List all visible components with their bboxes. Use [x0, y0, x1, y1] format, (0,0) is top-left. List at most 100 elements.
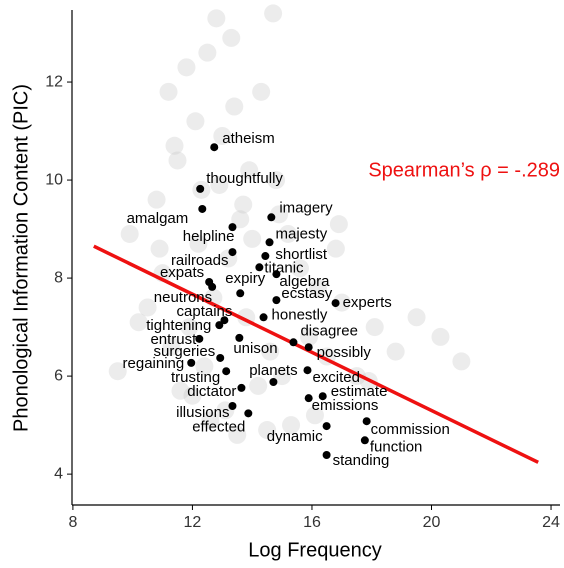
background-point — [308, 278, 327, 297]
point-label: expats — [160, 264, 204, 281]
background-point — [252, 82, 271, 101]
y-tick-label: 8 — [54, 269, 63, 286]
background-point — [186, 112, 205, 131]
point — [304, 394, 313, 403]
fit-line — [93, 244, 539, 464]
background-point — [386, 342, 405, 361]
point-label: majesty — [276, 225, 328, 242]
point-label: function — [370, 438, 423, 455]
background-point — [195, 357, 214, 376]
point-label: atheism — [222, 130, 275, 147]
point-label: excited — [312, 369, 360, 386]
background-point — [171, 381, 190, 400]
point — [244, 409, 253, 418]
background-point — [120, 224, 139, 243]
point — [208, 282, 217, 291]
background-point — [431, 327, 450, 346]
y-tick-label: 4 — [54, 465, 63, 482]
point — [265, 238, 274, 247]
y-tick-label: 12 — [45, 73, 63, 90]
background-point — [264, 4, 283, 23]
background-point — [189, 234, 208, 253]
background-point — [234, 195, 253, 214]
point-label: dictator — [187, 383, 236, 400]
point — [228, 223, 237, 232]
y-tick-label: 6 — [54, 367, 63, 384]
point — [237, 383, 246, 392]
point-label: railroads — [171, 252, 229, 269]
background-point — [299, 327, 318, 346]
point — [210, 143, 219, 152]
background-point — [207, 9, 226, 28]
background-point — [213, 126, 232, 145]
background-point — [183, 386, 202, 405]
point — [228, 248, 237, 257]
background-point — [225, 97, 244, 116]
point — [216, 353, 225, 362]
point-label: honestly — [272, 306, 328, 323]
background-point — [243, 229, 262, 248]
background-point — [159, 82, 178, 101]
background-point — [279, 224, 298, 243]
background-point — [210, 175, 229, 194]
background-point — [267, 171, 286, 190]
point-label: possibly — [317, 344, 372, 361]
point-label: amalgam — [127, 210, 189, 227]
background-point — [326, 239, 345, 258]
point — [222, 367, 231, 376]
point — [272, 270, 281, 279]
background-point — [231, 210, 250, 229]
point — [235, 333, 244, 342]
x-tick-label: 24 — [542, 514, 560, 531]
annotation: Spearman’s ρ = -.289 — [368, 159, 560, 181]
point-label: emissions — [312, 397, 379, 414]
point — [259, 313, 268, 322]
point-label: estimate — [331, 383, 388, 400]
point — [331, 299, 340, 308]
point-label: shortlist — [275, 246, 328, 263]
point — [303, 366, 312, 375]
point-label: planets — [249, 362, 297, 379]
background-point — [165, 136, 184, 155]
point — [267, 213, 276, 222]
background-point — [177, 58, 196, 77]
point — [261, 252, 270, 261]
point — [198, 204, 207, 213]
point-label: neutrons — [154, 289, 212, 306]
background-point — [332, 293, 351, 312]
point-label: expiry — [225, 270, 266, 287]
point — [215, 321, 224, 330]
background-point — [108, 362, 127, 381]
background-point — [452, 352, 471, 371]
background-point — [198, 43, 217, 62]
point-label: dynamic — [267, 428, 323, 445]
point-label: imagery — [279, 199, 333, 216]
point — [304, 343, 313, 352]
point — [289, 338, 298, 347]
x-tick-label: 16 — [303, 514, 321, 531]
point-label: algebra — [279, 273, 330, 290]
point-label: effected — [192, 418, 245, 435]
y-tick-label: 10 — [45, 171, 63, 188]
background-point — [249, 376, 268, 395]
background-point — [162, 337, 181, 356]
point — [220, 316, 229, 325]
point — [269, 377, 278, 386]
background-point — [168, 151, 187, 170]
point-label: commission — [371, 421, 450, 438]
background-point — [240, 161, 259, 180]
point-label: illusions — [176, 404, 229, 421]
point — [195, 334, 204, 343]
point — [236, 289, 245, 298]
background-point — [129, 313, 148, 332]
background-point — [222, 28, 241, 47]
point — [362, 417, 371, 426]
point-label: tightening — [146, 317, 211, 334]
background-point — [282, 416, 301, 435]
background-point — [147, 190, 166, 209]
background-point — [180, 318, 199, 337]
point-label: entrust — [150, 331, 197, 348]
background-point — [228, 425, 247, 444]
point — [360, 436, 369, 445]
